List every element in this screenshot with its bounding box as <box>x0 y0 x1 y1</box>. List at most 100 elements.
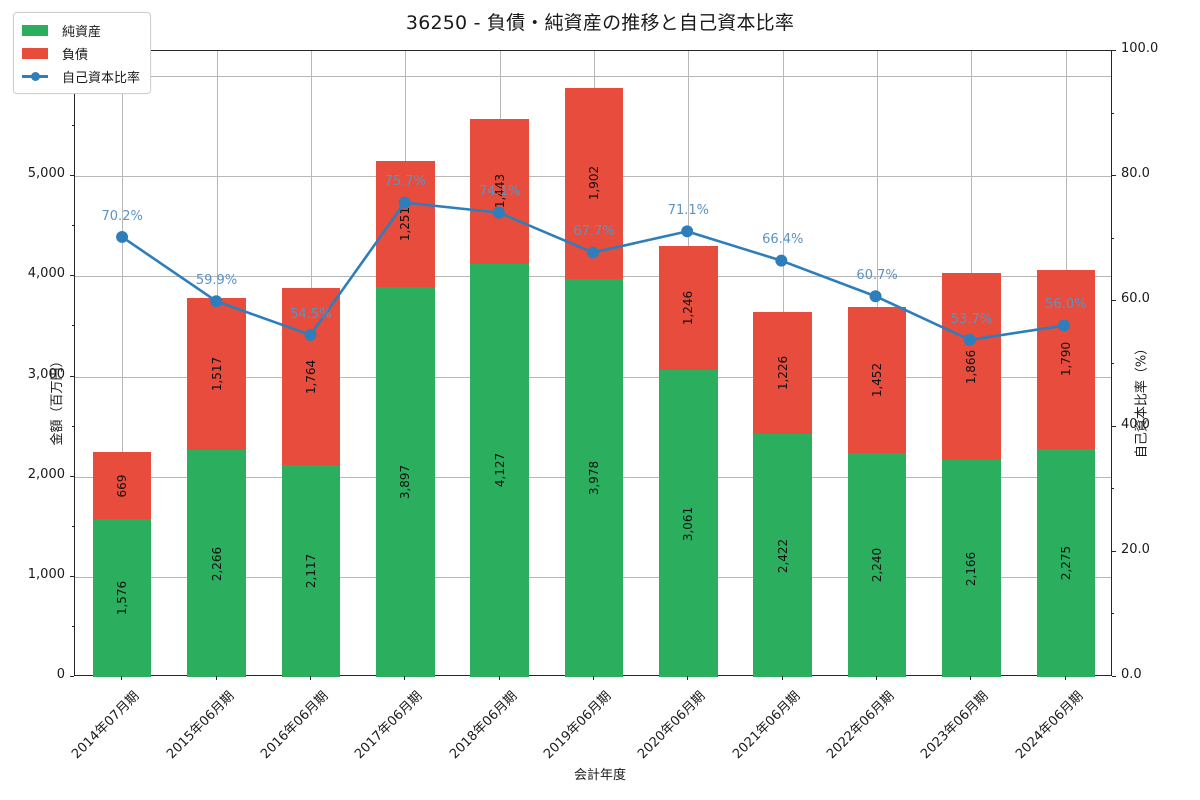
ratio-data-point[interactable] <box>492 206 505 219</box>
ratio-data-point[interactable] <box>116 230 129 243</box>
bar-stack[interactable]: 1,226 2,422 <box>753 311 812 677</box>
ratio-data-point[interactable] <box>210 295 223 308</box>
ratio-value-label: 56.0% <box>1045 297 1087 313</box>
legend[interactable]: 純資産 負債 自己資本比率 <box>13 12 152 94</box>
bar-segment-liabilities[interactable]: 1,226 <box>753 311 812 435</box>
x-tick-mark <box>498 676 500 680</box>
ratio-value-label: 75.7% <box>384 174 426 190</box>
x-tick-mark <box>687 676 689 680</box>
x-tick-label: 2019年06月期 <box>541 688 615 763</box>
legend-label-ratio: 自己資本比率 <box>62 70 141 86</box>
ratio-data-point[interactable] <box>304 328 317 341</box>
gridline-horizontal <box>75 76 1111 78</box>
ratio-data-point[interactable] <box>681 225 694 238</box>
legend-swatch-liabilities <box>22 47 48 59</box>
y-tick-mark-right <box>1112 175 1116 177</box>
y-tick-label-right: 80.0 <box>1121 166 1150 182</box>
bar-segment-liabilities[interactable]: 1,764 <box>281 288 341 465</box>
ratio-data-point[interactable] <box>398 196 411 209</box>
x-tick-label: 2016年06月期 <box>258 688 332 763</box>
x-tick-label: 2018年06月期 <box>446 688 521 763</box>
y-tick-mark-left <box>70 375 74 377</box>
ratio-value-label: 59.9% <box>195 273 238 289</box>
y-tick-mark-minor-left <box>72 425 74 427</box>
bar-stack[interactable]: 1,251 3,897 <box>376 161 435 677</box>
bar-segment-liabilities[interactable]: 669 <box>92 452 152 520</box>
y-tick-mark-left <box>70 575 74 577</box>
chart-title: 36250 - 負債・純資産の推移と自己資本比率 <box>405 12 795 34</box>
bar-segment-equity[interactable]: 3,061 <box>659 370 718 677</box>
bar-segment-liabilities[interactable]: 1,790 <box>1036 269 1096 450</box>
bar-stack[interactable]: 1,866 2,166 <box>942 273 1001 677</box>
legend-item-liabilities[interactable]: 負債 <box>22 43 140 63</box>
y-tick-label-left: 2,000 <box>27 466 65 482</box>
bar-stack[interactable]: 1,452 2,240 <box>847 307 907 677</box>
ratio-data-point[interactable] <box>775 254 788 267</box>
legend-item-equity[interactable]: 純資産 <box>22 20 140 40</box>
x-tick-label: 2020年06月期 <box>635 688 709 763</box>
bar-stack[interactable]: 1,902 3,978 <box>564 88 624 677</box>
x-tick-label: 2021年06月期 <box>729 688 804 763</box>
x-tick-mark <box>876 676 878 680</box>
ratio-value-label: 70.2% <box>101 208 143 224</box>
x-tick-mark <box>781 676 783 680</box>
bar-segment-equity[interactable]: 4,127 <box>470 263 529 677</box>
y-tick-mark-minor-left <box>72 525 74 527</box>
ratio-value-label: 53.7% <box>950 311 993 327</box>
ratio-data-point[interactable] <box>1057 319 1070 332</box>
x-tick-label: 2024年06月期 <box>1012 688 1087 763</box>
bar-stack[interactable]: 1,517 2,266 <box>187 298 246 677</box>
bar-stack[interactable]: 1,246 3,061 <box>659 245 718 677</box>
y-tick-label-right: 40.0 <box>1121 416 1150 432</box>
bar-segment-liabilities[interactable]: 1,443 <box>470 119 529 264</box>
y-tick-mark-right <box>1112 676 1116 677</box>
bar-stack[interactable]: 1,764 2,117 <box>281 288 341 677</box>
ratio-data-point[interactable] <box>869 290 882 303</box>
bar-segment-liabilities[interactable]: 1,452 <box>847 307 907 453</box>
y-tick-mark-left <box>70 676 74 677</box>
bar-segment-equity[interactable]: 3,897 <box>376 286 435 677</box>
ratio-data-point[interactable] <box>963 333 976 346</box>
x-tick-mark <box>970 676 972 680</box>
y-tick-label-right: 100.0 <box>1121 41 1159 56</box>
bar-segment-equity[interactable]: 2,117 <box>281 464 341 677</box>
bar-segment-equity[interactable]: 1,576 <box>92 519 152 677</box>
x-tick-label: 2015年06月期 <box>163 688 237 763</box>
bar-segment-equity[interactable]: 3,978 <box>564 278 624 677</box>
bar-segment-equity[interactable]: 2,166 <box>942 460 1001 677</box>
y-tick-mark-minor-right <box>1112 112 1114 114</box>
legend-line-ratio-icon <box>22 71 48 82</box>
bar-segment-liabilities[interactable]: 1,866 <box>942 273 1001 461</box>
bar-segment-equity[interactable]: 2,275 <box>1036 449 1096 677</box>
y-tick-mark-minor-left <box>72 125 74 127</box>
plot-area: 669 1,576 1,517 2,266 1,764 2,117 1,251 3,897 1,… <box>74 50 1112 677</box>
y-tick-mark-minor-right <box>1112 613 1114 615</box>
bar-segment-equity[interactable]: 2,240 <box>847 452 907 677</box>
y-tick-mark-minor-left <box>72 325 74 327</box>
ratio-data-point[interactable] <box>587 246 599 259</box>
bar-segment-equity[interactable]: 2,422 <box>753 434 812 677</box>
x-tick-mark <box>593 676 594 680</box>
y-tick-label-left: 5,000 <box>27 166 65 182</box>
x-axis-label: 会計年度 <box>573 768 626 783</box>
bar-stack[interactable]: 1,443 4,127 <box>470 119 529 677</box>
bar-segment-liabilities[interactable]: 1,517 <box>187 298 246 451</box>
bar-segment-liabilities[interactable]: 1,251 <box>376 161 435 287</box>
bar-stack[interactable]: 669 1,576 <box>92 452 152 677</box>
legend-item-ratio[interactable]: 自己資本比率 <box>22 66 140 86</box>
bar-segment-liabilities[interactable]: 1,246 <box>659 245 718 371</box>
y-tick-label-right: 0.0 <box>1121 667 1142 682</box>
bar-segment-equity[interactable]: 2,266 <box>187 450 246 677</box>
ratio-line-series <box>116 196 1070 346</box>
legend-label-liabilities: 負債 <box>62 47 89 63</box>
ratio-value-label: 54.5% <box>290 306 332 322</box>
x-tick-mark <box>309 676 311 680</box>
y-tick-mark-left <box>70 475 74 477</box>
gridline-vertical <box>122 51 124 675</box>
y-tick-label-right: 20.0 <box>1121 541 1150 557</box>
y-tick-label-left: 1,000 <box>27 566 65 582</box>
bar-stack[interactable]: 1,790 2,275 <box>1036 269 1096 677</box>
y-tick-mark-right <box>1112 425 1116 427</box>
y-tick-mark-left <box>70 275 74 277</box>
